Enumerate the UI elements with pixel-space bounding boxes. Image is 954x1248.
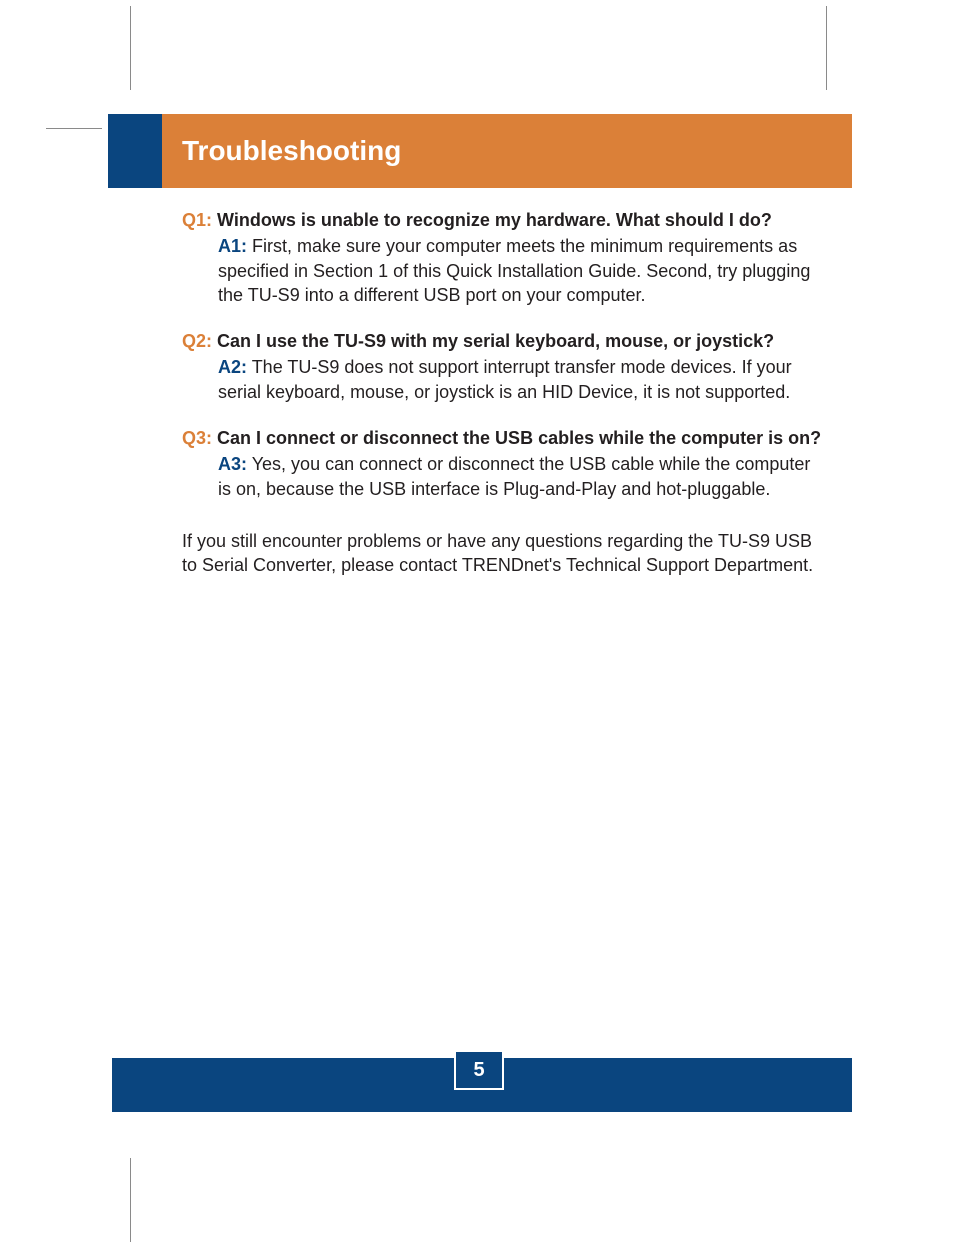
crop-mark [130, 6, 131, 90]
question-label: Q1: [182, 210, 212, 230]
answer-label: A2: [218, 357, 247, 377]
question-line: Q3: Can I connect or disconnect the USB … [182, 426, 822, 450]
question-label: Q3: [182, 428, 212, 448]
header-accent-block [108, 114, 162, 188]
header-banner: Troubleshooting [162, 114, 852, 188]
answer-text: First, make sure your computer meets the… [218, 236, 810, 305]
crop-mark [826, 6, 827, 90]
question-text: Can I use the TU-S9 with my serial keybo… [212, 331, 774, 351]
answer-label: A1: [218, 236, 247, 256]
document-page: Troubleshooting Q1: Windows is unable to… [0, 0, 954, 1248]
section-title: Troubleshooting [182, 135, 401, 167]
qa-item: Q3: Can I connect or disconnect the USB … [182, 426, 822, 501]
answer-text: Yes, you can connect or disconnect the U… [218, 454, 810, 498]
answer-label: A3: [218, 454, 247, 474]
answer-line: A1: First, make sure your computer meets… [218, 234, 822, 307]
content-area: Q1: Windows is unable to recognize my ha… [182, 208, 822, 578]
answer-line: A2: The TU-S9 does not support interrupt… [218, 355, 822, 404]
question-text: Windows is unable to recognize my hardwa… [212, 210, 772, 230]
answer-text: The TU-S9 does not support interrupt tra… [218, 357, 792, 401]
question-text: Can I connect or disconnect the USB cabl… [212, 428, 821, 448]
page-number-box: 5 [454, 1050, 504, 1090]
qa-item: Q1: Windows is unable to recognize my ha… [182, 208, 822, 307]
crop-mark [130, 1158, 131, 1242]
question-line: Q1: Windows is unable to recognize my ha… [182, 208, 822, 232]
footer-note: If you still encounter problems or have … [182, 529, 822, 578]
qa-item: Q2: Can I use the TU-S9 with my serial k… [182, 329, 822, 404]
answer-line: A3: Yes, you can connect or disconnect t… [218, 452, 822, 501]
question-line: Q2: Can I use the TU-S9 with my serial k… [182, 329, 822, 353]
page-number: 5 [473, 1059, 484, 1082]
crop-mark [46, 128, 102, 129]
question-label: Q2: [182, 331, 212, 351]
